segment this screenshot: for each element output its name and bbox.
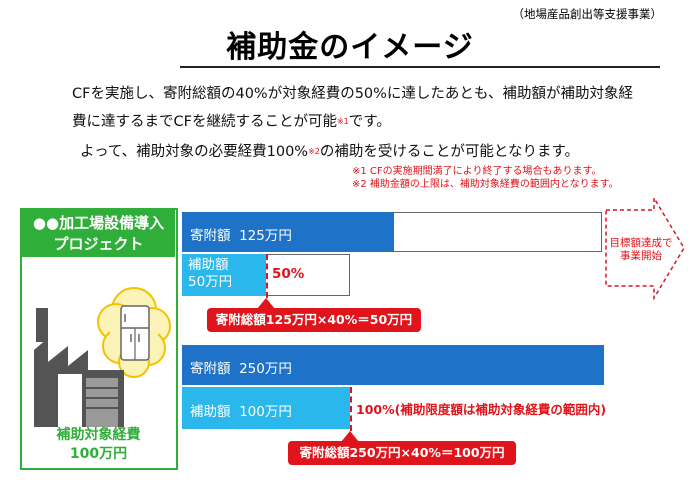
intro-line-3: よって、補助対象の必要経費100%※2の補助を受けることが可能となります。	[80, 138, 579, 166]
project-cost-value: 100万円	[69, 446, 128, 462]
refrigerator-icon	[120, 305, 150, 361]
donation-bar-1: 寄附額 125万円	[182, 212, 394, 252]
project-title-line-1: ●●加工場設備導入	[32, 214, 165, 232]
subsidy-label-2: 補助額	[190, 404, 231, 420]
factory-icon	[34, 308, 124, 427]
title-underline	[180, 66, 660, 68]
program-tag: （地場産品創出等支援事業）	[512, 7, 663, 21]
donation-label-2: 寄附額	[190, 361, 231, 377]
subsidy-bar-1: 補助額 50万円	[182, 254, 266, 296]
project-cost-label: 補助対象経費	[56, 427, 141, 443]
footnote-ref-1: ※1	[336, 117, 349, 126]
target-label-line-1: 目標額達成で	[609, 237, 673, 249]
subsidy-percent-1: 50%	[272, 266, 305, 282]
intro-line-2: 費に達するまでCFを継続することが可能※1です。	[72, 108, 391, 136]
donation-bar-2: 寄附額 250万円	[182, 345, 604, 385]
target-label: 目標額達成で 事業開始	[604, 237, 678, 263]
factory-illustration	[34, 287, 171, 427]
footnote-1: ※1 CFの実施期間満了により終了する場合もあります。	[352, 166, 602, 177]
subsidy-label-1: 補助額	[188, 257, 229, 273]
target-label-line-2: 事業開始	[620, 250, 662, 262]
intro-line-3-text: よって、補助対象の必要経費100%	[80, 144, 309, 160]
formula-box-2: 寄附総額250万円×40%＝100万円	[288, 441, 516, 465]
donation-value-1: 125万円	[239, 228, 292, 244]
subsidy-bar-2: 補助額 100万円	[182, 387, 350, 429]
formula-box-1: 寄附総額125万円×40%＝50万円	[207, 308, 421, 332]
project-card: ●●加工場設備導入 プロジェクト	[20, 208, 178, 470]
callout-pointer-2	[341, 431, 359, 442]
intro-line-2-text: 費に達するまでCFを継続することが可能	[72, 114, 337, 130]
donation-label-1: 寄附額	[190, 228, 231, 244]
dashed-marker-2	[350, 387, 352, 431]
dashed-marker-1	[266, 254, 268, 298]
intro-line-3-end: の補助を受けることが可能となります。	[319, 144, 579, 160]
footnote-ref-2: ※2	[308, 147, 320, 156]
page-title: 補助金のイメージ	[226, 30, 474, 65]
intro-line-1: CFを実施し、寄附総額の40%が対象経費の50%に達したあとも、補助額が補助対象…	[72, 86, 633, 102]
footnote-2: ※2 補助金額の上限は、補助対象経費の範囲内となります。	[352, 179, 619, 190]
callout-pointer-1	[257, 298, 275, 309]
intro-line-2-end: です。	[348, 114, 391, 130]
subsidy-percent-2: 100%(補助限度額は補助対象経費の範囲内)	[356, 402, 607, 417]
subsidy-value-2: 100万円	[239, 404, 292, 420]
subsidy-value-1: 50万円	[188, 274, 233, 290]
project-title-line-2: プロジェクト	[53, 235, 144, 253]
donation-value-2: 250万円	[239, 361, 292, 377]
project-title: ●●加工場設備導入 プロジェクト	[22, 210, 175, 257]
project-cost: 補助対象経費 100万円	[22, 426, 175, 464]
target-arrow-icon	[605, 196, 685, 300]
